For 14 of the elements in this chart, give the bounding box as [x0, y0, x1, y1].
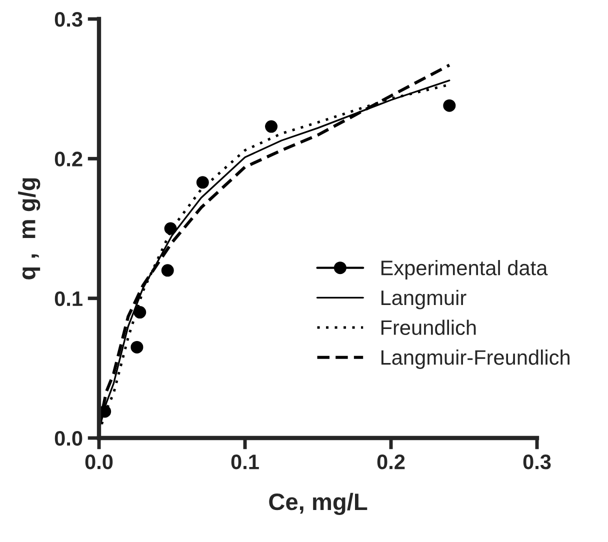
y-tick-label: 0.2 — [54, 152, 82, 166]
y-tick-label: 0.1 — [54, 291, 82, 306]
x-tick-label: 0.1 — [231, 454, 259, 470]
legend-label: Langmuir-Freundlich — [381, 350, 570, 369]
x-tick-label: 0.2 — [377, 454, 405, 470]
y-tick-label: 0.0 — [54, 431, 82, 446]
y-axis-title: q , m g/g — [18, 178, 40, 280]
legend-label: Freundlich — [381, 320, 476, 336]
x-tick-label: 0.0 — [85, 454, 113, 470]
x-axis-title: Ce, mg/L — [269, 492, 368, 515]
x-tick-label: 0.3 — [523, 454, 551, 470]
y-tick-label: 0.3 — [54, 12, 82, 27]
legend-label: Experimental data — [381, 260, 548, 280]
legend-label: Langmuir — [381, 290, 466, 310]
